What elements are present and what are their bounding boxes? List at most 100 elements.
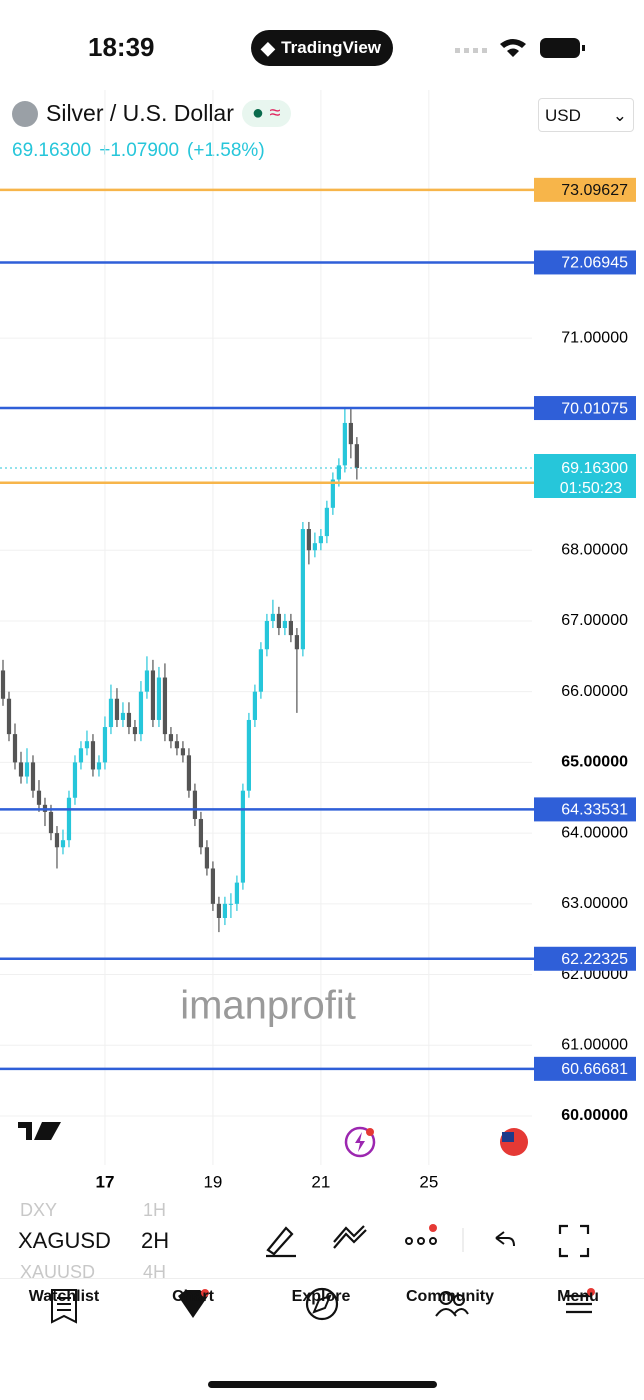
candle-body — [108, 698, 114, 728]
interval-current[interactable]: 2H — [141, 1228, 170, 1253]
candle-body — [282, 620, 287, 629]
candle-body — [312, 543, 317, 551]
candle-body — [246, 719, 252, 791]
candle-body — [90, 741, 96, 770]
candle-body — [24, 762, 30, 777]
nav-chart[interactable]: Chart — [172, 1288, 214, 1305]
interval-next[interactable]: 4H — [143, 1262, 167, 1282]
level-tag — [534, 797, 636, 822]
y-tick-label: 64.00000 — [561, 824, 628, 841]
candle-body — [66, 797, 72, 841]
candle-body — [78, 748, 84, 763]
candle-body — [288, 620, 293, 636]
symbol-current[interactable]: XAGUSD — [18, 1228, 111, 1253]
lines-tool[interactable] — [333, 1225, 367, 1249]
symbol-name[interactable]: Silver / U.S. Dollar — [46, 100, 234, 126]
x-tick-label: 25 — [419, 1172, 438, 1191]
app-pill: ◆ TradingView — [251, 30, 393, 66]
candle-body — [150, 670, 156, 720]
tool-icons — [266, 1224, 590, 1258]
level-tag — [534, 1056, 636, 1081]
candle-body — [192, 790, 198, 819]
level-label: 62.22325 — [561, 951, 628, 968]
last-price-tag — [534, 453, 636, 498]
y-tick-label: 63.00000 — [561, 895, 628, 912]
candle-body — [12, 734, 18, 763]
nav-menu[interactable]: Menu — [557, 1288, 599, 1305]
x-tick-label: 19 — [203, 1172, 222, 1191]
undo[interactable] — [495, 1231, 515, 1247]
level-label: 70.01075 — [561, 400, 628, 417]
candle-body — [174, 741, 180, 749]
candle-body — [336, 465, 341, 480]
price-row: 69.16300 +1.07900 (+1.58%) — [12, 140, 265, 162]
candle-body — [252, 691, 258, 720]
symbol-prev[interactable]: DXY — [20, 1200, 58, 1220]
y-tick-label: 68.00000 — [561, 541, 628, 558]
candle-body — [138, 691, 144, 735]
status-badge[interactable]: ● ≈ — [241, 100, 291, 127]
interval-prev[interactable]: 1H — [143, 1200, 167, 1220]
candle-body — [210, 868, 216, 904]
candle-body — [354, 444, 359, 468]
candle-body — [168, 734, 174, 742]
candle-body — [0, 670, 6, 699]
app-name: TradingView — [281, 38, 381, 57]
currency-select[interactable]: USD ⌄ — [538, 98, 634, 132]
x-tick-label: 17 — [95, 1172, 114, 1191]
candle-body — [240, 790, 246, 883]
candle-body — [222, 903, 228, 918]
y-tick-label: 60.00000 — [561, 1107, 628, 1124]
draw-tool[interactable] — [266, 1226, 296, 1258]
fullscreen[interactable] — [558, 1224, 590, 1258]
candle-body — [54, 833, 60, 848]
candle-body — [348, 422, 353, 445]
candle-body — [120, 712, 126, 720]
last-price-label: 69.16300 — [561, 460, 628, 477]
y-tick-label: 65.00000 — [561, 754, 628, 771]
candle-body — [264, 620, 269, 650]
x-tick-label: 21 — [311, 1172, 330, 1191]
level-label: 73.09627 — [561, 182, 628, 199]
level-tag — [534, 396, 636, 421]
status-time: 18:39 — [88, 32, 155, 62]
candle-body — [6, 698, 12, 735]
change: +1.07900 — [99, 140, 180, 161]
change-pct: (+1.58%) — [187, 140, 265, 161]
candle-body — [300, 529, 305, 650]
candle-body — [144, 670, 150, 692]
nav-explore[interactable]: Explore — [291, 1288, 351, 1305]
nav-watchlist[interactable]: Watchlist — [28, 1288, 100, 1305]
candle-body — [270, 613, 275, 621]
price: 69.16300 — [12, 140, 92, 161]
candle-body — [132, 727, 138, 735]
candle-body — [198, 818, 204, 848]
watermark: imanprofit — [180, 984, 356, 1028]
bolt-icon[interactable] — [344, 1126, 376, 1158]
candle-body — [234, 882, 240, 904]
level-label: 60.66681 — [561, 1061, 628, 1078]
nav-icons — [51, 1287, 595, 1324]
candle-body — [36, 790, 42, 805]
more-tool[interactable] — [405, 1237, 437, 1245]
y-tick-label: 71.00000 — [561, 329, 628, 346]
candle-body — [258, 649, 264, 692]
home-indicator — [208, 1381, 437, 1388]
level-label: 72.06945 — [561, 255, 628, 272]
tv-logo — [18, 1122, 61, 1140]
candle-body — [60, 840, 66, 848]
candle-body — [126, 712, 132, 728]
candle-body — [276, 613, 281, 629]
candle-body — [186, 755, 192, 791]
level-tag — [534, 946, 636, 971]
candle-body — [84, 741, 90, 749]
level-tag — [534, 250, 636, 275]
currency: USD — [545, 106, 581, 125]
candle-body — [306, 529, 311, 551]
candle-body — [72, 762, 78, 798]
y-tick-label: 67.00000 — [561, 612, 628, 629]
nav-community[interactable]: Community — [406, 1288, 494, 1305]
symbol-next[interactable]: XAUUSD — [20, 1262, 96, 1282]
status-icons — [455, 38, 585, 58]
